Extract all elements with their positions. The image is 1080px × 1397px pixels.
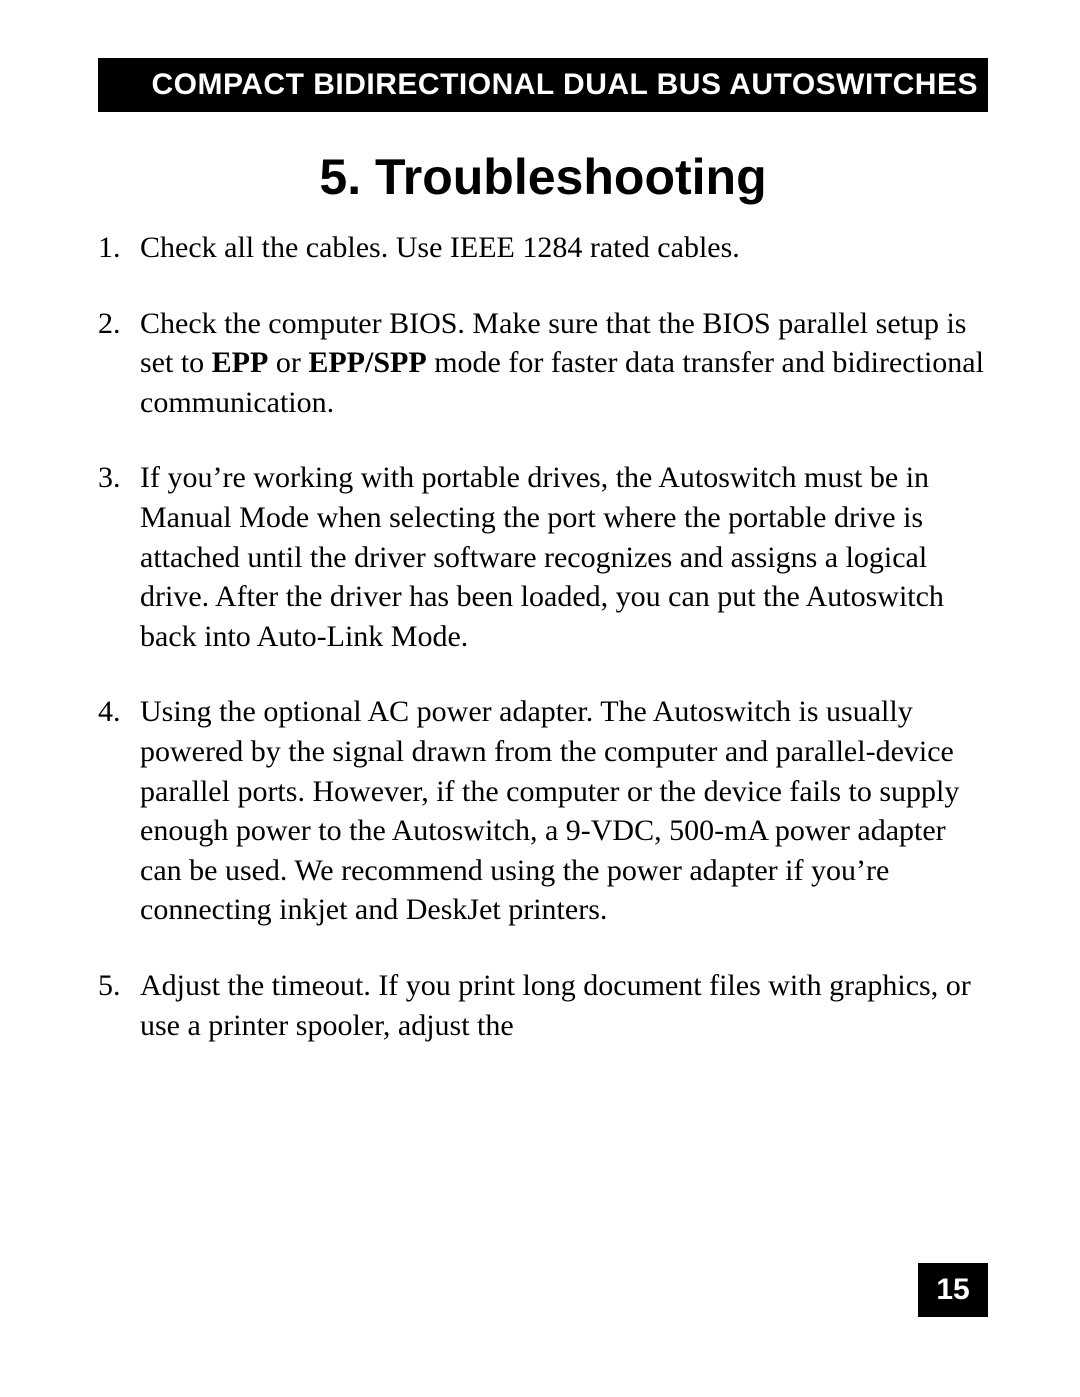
chapter-title: 5. Troubleshooting bbox=[98, 148, 988, 206]
list-item: Check the computer BIOS. Make sure that … bbox=[98, 304, 988, 423]
item-bold: EPP bbox=[212, 346, 269, 379]
item-text: Adjust the timeout. If you print long do… bbox=[140, 969, 971, 1042]
item-text: Check all the cables. Use IEEE 1284 rate… bbox=[140, 231, 740, 264]
item-bold: EPP/SPP bbox=[308, 346, 426, 379]
item-text: If you’re working with portable drives, … bbox=[140, 461, 944, 652]
list-item: Check all the cables. Use IEEE 1284 rate… bbox=[98, 228, 988, 268]
page-number: 15 bbox=[936, 1273, 969, 1307]
item-text: Using the optional AC power adapter. The… bbox=[140, 695, 959, 926]
item-text-mid: or bbox=[268, 346, 308, 379]
page-number-box: 15 bbox=[918, 1263, 988, 1317]
list-item: Adjust the timeout. If you print long do… bbox=[98, 966, 988, 1045]
header-bar: COMPACT BIDIRECTIONAL DUAL BUS AUTOSWITC… bbox=[98, 58, 988, 112]
list-item: Using the optional AC power adapter. The… bbox=[98, 692, 988, 930]
header-title: COMPACT BIDIRECTIONAL DUAL BUS AUTOSWITC… bbox=[151, 68, 978, 101]
troubleshooting-list: Check all the cables. Use IEEE 1284 rate… bbox=[98, 228, 988, 1045]
list-item: If you’re working with portable drives, … bbox=[98, 458, 988, 656]
